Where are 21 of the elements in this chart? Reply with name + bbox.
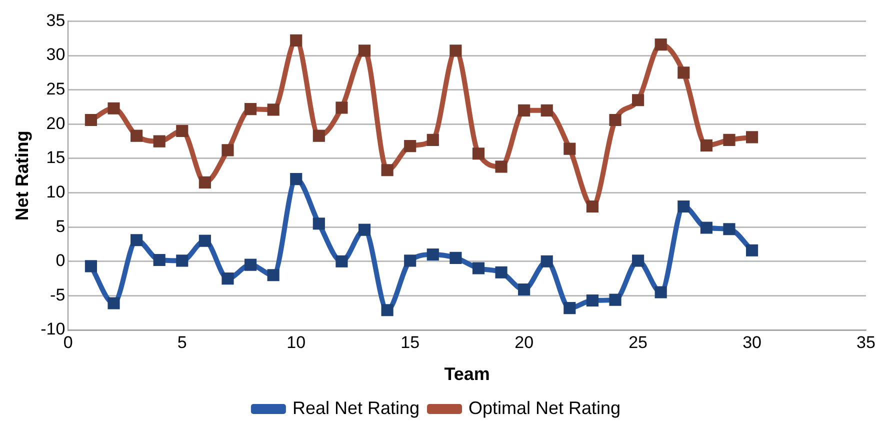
y-tick-label: 20 bbox=[46, 114, 66, 133]
y-tick-label: 15 bbox=[46, 148, 66, 168]
x-tick-label: 15 bbox=[400, 332, 420, 352]
y-tick-label: -5 bbox=[50, 285, 66, 304]
y-tick-label: 35 bbox=[46, 10, 66, 30]
y-tick-label: 25 bbox=[46, 80, 66, 99]
y-axis-title: Net Rating bbox=[12, 130, 32, 221]
y-tick-label: 30 bbox=[46, 45, 66, 64]
x-tick-label: 25 bbox=[628, 332, 648, 352]
y-tick-label: 0 bbox=[56, 251, 66, 270]
legend-label: Optimal Net Rating bbox=[468, 398, 621, 418]
y-tick-label: 10 bbox=[46, 182, 66, 202]
y-tick-label: -10 bbox=[40, 320, 66, 339]
legend-label: Real Net Rating bbox=[292, 398, 420, 418]
x-tick-label: 30 bbox=[742, 332, 762, 352]
x-tick-label: 20 bbox=[514, 332, 534, 352]
x-tick-label: 5 bbox=[177, 332, 187, 352]
x-tick-label: 10 bbox=[286, 332, 306, 352]
x-tick-label: 35 bbox=[856, 332, 876, 352]
x-axis-title: Team bbox=[444, 364, 490, 384]
y-tick-label: 5 bbox=[56, 216, 66, 236]
